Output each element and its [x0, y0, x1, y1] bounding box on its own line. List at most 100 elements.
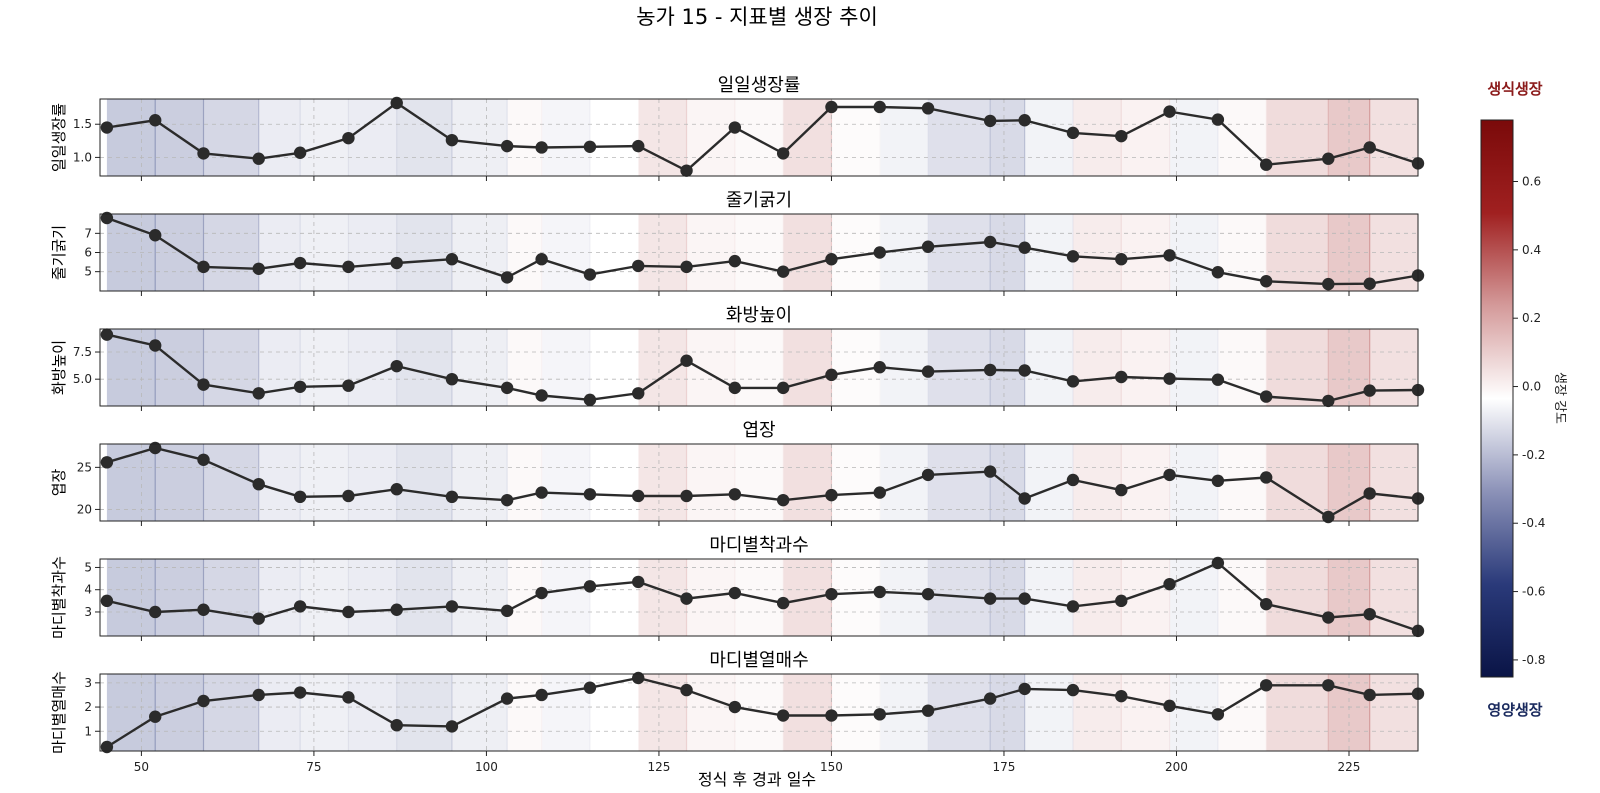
data-point: [825, 368, 838, 382]
data-point: [342, 379, 355, 392]
data-point: [728, 121, 742, 134]
growth-band: [507, 444, 542, 521]
growth-band: [928, 674, 991, 751]
growth-band: [541, 99, 590, 176]
y-tick-label: 25: [77, 460, 92, 474]
growth-band: [783, 674, 832, 751]
colorbar-tick-label: 0.4: [1522, 243, 1541, 257]
growth-band: [1024, 674, 1073, 751]
data-point: [983, 692, 997, 705]
series-line: [106, 446, 1419, 519]
growth-band: [451, 99, 508, 176]
data-point: [583, 681, 597, 694]
growth-band: [783, 329, 832, 406]
growth-band: [1266, 674, 1329, 751]
x-tick-label: 125: [647, 760, 670, 774]
data-point: [149, 710, 162, 723]
data-point: [1163, 249, 1176, 262]
series-line: [106, 676, 1419, 749]
data-point: [1322, 394, 1335, 408]
growth-band: [396, 559, 452, 636]
data-point: [390, 96, 403, 110]
y-tick-label: 3: [84, 676, 92, 690]
data-point: [1211, 556, 1225, 570]
data-point: [535, 389, 548, 402]
data-point: [680, 592, 693, 605]
growth-band: [396, 99, 452, 176]
growth-band: [734, 99, 784, 176]
growth-band: [258, 559, 301, 636]
data-point: [583, 488, 597, 501]
data-point: [776, 381, 790, 395]
data-point: [632, 671, 645, 685]
data-point: [1115, 370, 1128, 384]
growth-band: [155, 674, 204, 751]
growth-band: [1217, 444, 1267, 521]
y-axis-label: 마디별열매수: [50, 671, 68, 754]
growth-band: [1024, 329, 1073, 406]
data-point: [1259, 471, 1273, 484]
data-point: [1259, 597, 1273, 611]
growth-band: [155, 329, 204, 406]
y-tick-label: 1: [84, 724, 92, 738]
colorbar-ticks: 0.6 0.4 0.2 0.0 -0.2 -0.4 -0.6 -0.8: [1513, 175, 1545, 667]
colorbar: 생식생장 0.60.40.20.0-0.2-0.4-0.6-0.8 생장 강도 …: [1480, 80, 1567, 719]
growth-band: [734, 329, 784, 406]
data-point: [1115, 594, 1128, 608]
data-point: [197, 147, 210, 160]
data-point: [535, 253, 548, 266]
growth-band: [783, 99, 832, 176]
data-point: [535, 486, 548, 499]
data-point: [776, 596, 790, 610]
colorbar-tick-label: 0.6: [1522, 175, 1541, 189]
growth-band: [1024, 99, 1073, 176]
data-point: [1115, 689, 1128, 703]
data-point: [390, 719, 403, 732]
growth-band: [638, 674, 687, 751]
data-point: [1363, 487, 1376, 500]
y-axis-label: 엽장: [50, 469, 68, 497]
growth-band: [1121, 674, 1170, 751]
data-point: [1163, 468, 1176, 482]
growth-band: [155, 559, 204, 636]
growth-band: [1369, 329, 1418, 406]
data-point: [583, 268, 597, 281]
panel-title: 화방높이: [726, 305, 792, 326]
growth-band: [734, 444, 784, 521]
growth-band: [300, 99, 349, 176]
panels-group: 1.01.5일일생장률일일생장률567줄기굵기줄기굵기5.07.5화방높이화방높…: [50, 75, 1425, 774]
growth-band: [783, 444, 832, 521]
growth-band: [879, 559, 929, 636]
data-point: [680, 489, 693, 503]
y-tick-label: 5: [84, 265, 92, 279]
growth-band: [1369, 674, 1418, 751]
x-tick-label: 175: [993, 760, 1016, 774]
panel-frame: [99, 673, 1419, 752]
data-point: [100, 740, 114, 754]
data-point: [921, 468, 935, 482]
growth-band: [203, 99, 259, 176]
growth-band: [1369, 559, 1418, 636]
data-point: [445, 600, 459, 613]
growth-band: [638, 444, 687, 521]
colorbar-bottom-annotation: 영양생장: [1487, 701, 1542, 719]
growth-band: [541, 444, 590, 521]
growth-band: [1266, 444, 1329, 521]
data-point: [1066, 683, 1080, 697]
growth-band: [541, 674, 590, 751]
growth-band: [1072, 674, 1122, 751]
colorbar-top-annotation: 생식생장: [1487, 80, 1542, 98]
growth-band: [1072, 99, 1122, 176]
data-point: [776, 147, 790, 160]
data-point: [825, 709, 838, 722]
growth-band: [541, 559, 590, 636]
growth-band: [396, 444, 452, 521]
x-tick-label: 200: [1165, 760, 1188, 774]
data-point: [1259, 158, 1273, 171]
growth-band: [638, 329, 687, 406]
data-point: [535, 688, 548, 702]
data-point: [1211, 113, 1225, 126]
data-point: [921, 587, 935, 601]
